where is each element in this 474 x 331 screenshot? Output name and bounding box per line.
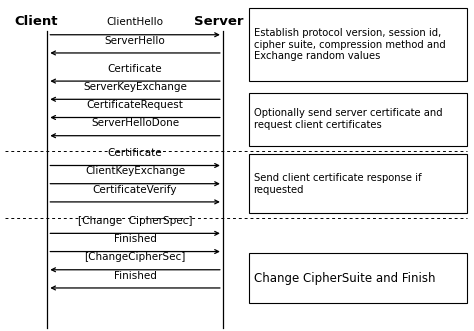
- FancyBboxPatch shape: [249, 253, 467, 303]
- FancyBboxPatch shape: [249, 8, 467, 81]
- FancyBboxPatch shape: [249, 154, 467, 213]
- Text: Optionally send server certificate and
request client certificates: Optionally send server certificate and r…: [254, 108, 442, 130]
- Text: Server: Server: [194, 15, 244, 28]
- Text: Certificate: Certificate: [108, 64, 163, 74]
- Text: ServerHelloDone: ServerHelloDone: [91, 118, 179, 128]
- Text: ClientKeyExchange: ClientKeyExchange: [85, 166, 185, 176]
- Text: ServerKeyExchange: ServerKeyExchange: [83, 82, 187, 92]
- Text: Change CipherSuite and Finish: Change CipherSuite and Finish: [254, 271, 435, 285]
- Text: [Change  CipherSpec]: [Change CipherSpec]: [78, 216, 192, 226]
- Text: Finished: Finished: [114, 271, 156, 281]
- Text: CertificateRequest: CertificateRequest: [87, 100, 183, 110]
- Text: Establish protocol version, session id,
cipher suite, compression method and
Exc: Establish protocol version, session id, …: [254, 28, 446, 61]
- Text: ServerHello: ServerHello: [105, 36, 165, 46]
- Text: Send client certificate response if
requested: Send client certificate response if requ…: [254, 173, 421, 195]
- Text: [ChangeCipherSec]: [ChangeCipherSec]: [84, 253, 186, 262]
- Text: CertificateVerify: CertificateVerify: [93, 185, 177, 195]
- Text: Finished: Finished: [114, 234, 156, 244]
- FancyBboxPatch shape: [249, 93, 467, 146]
- Text: Certificate: Certificate: [108, 148, 163, 158]
- Text: ClientHello: ClientHello: [107, 18, 164, 27]
- Text: Client: Client: [14, 15, 58, 28]
